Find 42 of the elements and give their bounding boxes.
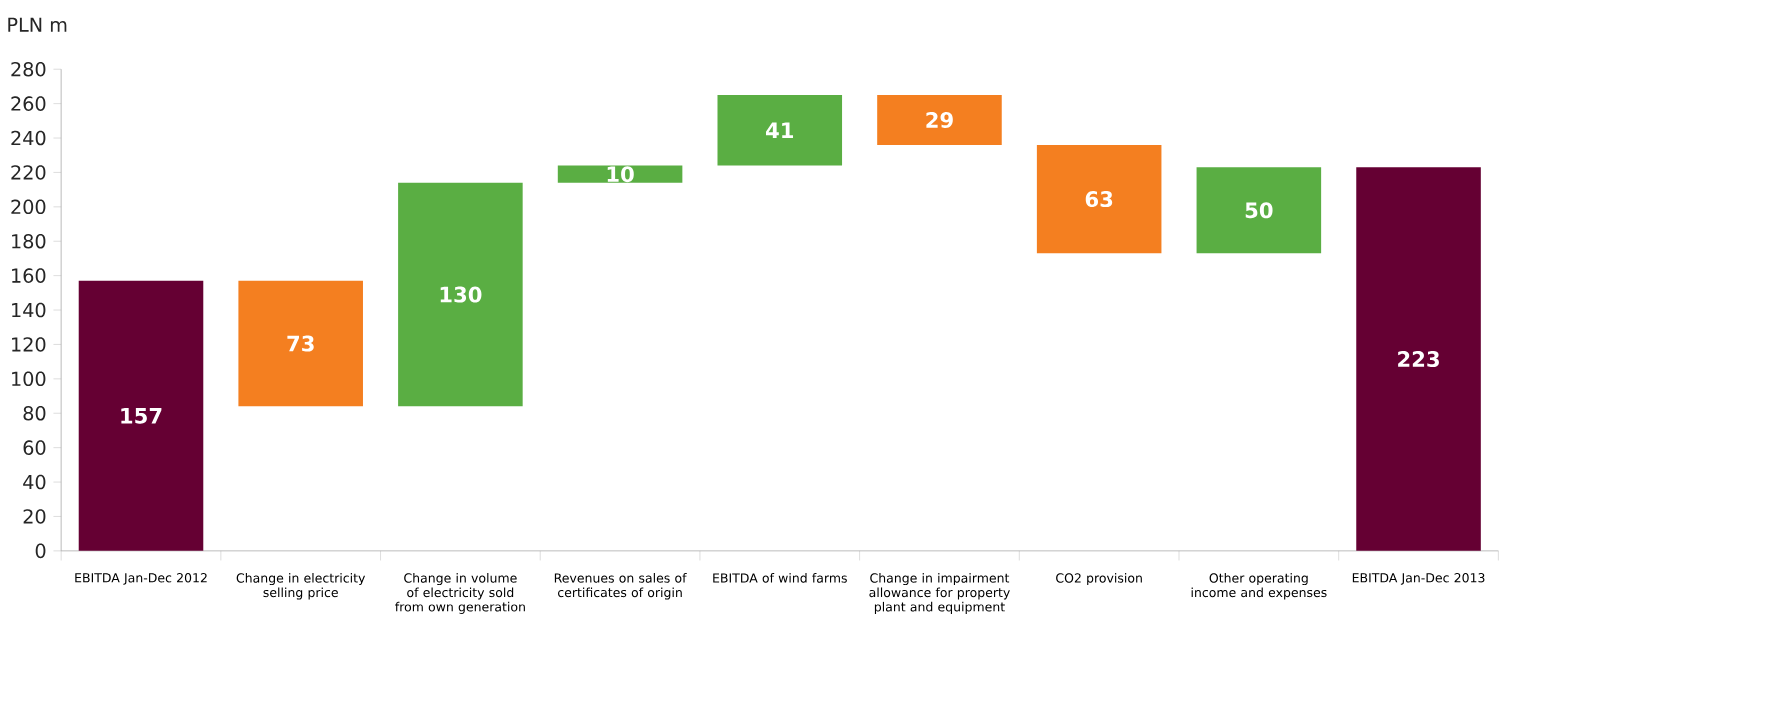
y-tick-label: 40 bbox=[23, 474, 46, 490]
x-tick-label: EBITDA of wind farms bbox=[713, 573, 847, 583]
y-tick-label: 140 bbox=[12, 302, 46, 318]
y-tick-label: 20 bbox=[23, 509, 46, 524]
x-tick-label: Change in electricity selling price bbox=[236, 573, 366, 600]
data-label: 130 bbox=[440, 286, 482, 303]
y-tick-label: 240 bbox=[11, 130, 46, 146]
data-label: 157 bbox=[121, 408, 162, 424]
y-tick-label: 180 bbox=[12, 234, 46, 249]
y-tick-label: 160 bbox=[12, 268, 46, 284]
x-tick-label: EBITDA Jan-Dec 2012 bbox=[75, 573, 207, 586]
y-tick-label: 220 bbox=[11, 165, 46, 180]
y-tick-label: 60 bbox=[23, 440, 46, 456]
bar bbox=[1196, 167, 1322, 254]
data-label: 29 bbox=[926, 112, 953, 129]
x-tick-label: Change in impairment allowance for property plant and equipment bbox=[869, 573, 1010, 615]
y-tick-label: 280 bbox=[11, 62, 46, 77]
x-tick-label: Change in volume of electricity sold from own generation bbox=[395, 573, 525, 615]
x-tick-label: CO2 provision bbox=[1056, 573, 1142, 586]
bar bbox=[78, 281, 204, 552]
data-label: 10 bbox=[607, 166, 634, 183]
y-tick-label: 0 bbox=[35, 543, 46, 559]
bar bbox=[1036, 145, 1162, 254]
data-label: 223 bbox=[1398, 351, 1439, 368]
data-label: 50 bbox=[1245, 202, 1273, 219]
x-tick-label: EBITDA Jan-Dec 2013 bbox=[1352, 573, 1485, 586]
x-tick-label: Other operating income and expenses bbox=[1191, 573, 1327, 600]
data-label: 41 bbox=[765, 122, 794, 139]
x-tick-label: Revenues on sales of certificates of origin bbox=[554, 573, 687, 600]
data-label: 73 bbox=[287, 335, 314, 352]
y-axis-title: PLN m bbox=[8, 17, 67, 32]
data-label: 63 bbox=[1085, 191, 1113, 208]
bar bbox=[717, 95, 843, 166]
bar bbox=[877, 95, 1002, 146]
y-tick-label: 260 bbox=[11, 96, 46, 112]
y-tick-label: 100 bbox=[12, 371, 46, 387]
bar bbox=[238, 281, 363, 407]
bar bbox=[398, 182, 523, 407]
y-tick-label: 80 bbox=[23, 406, 46, 421]
y-tick-label: 200 bbox=[11, 199, 46, 215]
y-tick-label: 120 bbox=[12, 337, 46, 352]
bar bbox=[1356, 167, 1481, 552]
